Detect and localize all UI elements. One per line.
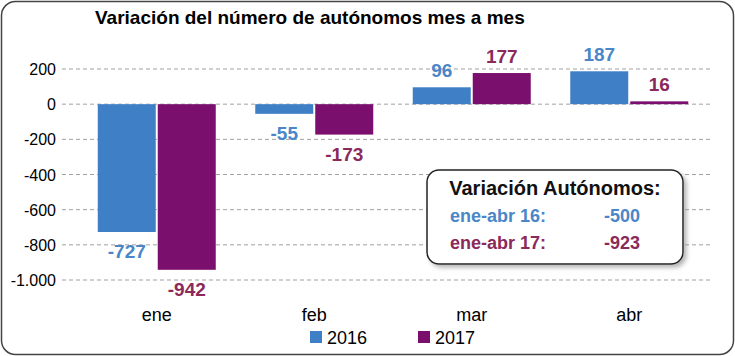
annotation: Variación Autónomos: ene-abr 16: -500 ene-a… (427, 170, 683, 264)
legend: 2016 2017 (310, 328, 475, 348)
data-label: 177 (486, 46, 518, 67)
legend-label: 2017 (435, 328, 475, 348)
grid-line (62, 69, 712, 70)
bar (98, 104, 156, 232)
bar (315, 104, 373, 134)
y-tick-label: 200 (29, 61, 56, 78)
x-tick-label: mar (456, 305, 487, 325)
bar (413, 87, 471, 104)
annotation-box (427, 170, 683, 264)
y-tick-label: -200 (24, 131, 56, 148)
data-label: -942 (168, 279, 206, 300)
grid-line (62, 280, 712, 281)
bar (473, 73, 531, 104)
bars (98, 71, 689, 270)
bar (630, 101, 688, 104)
chart-root: Variación del número de autónomos mes a … (0, 0, 735, 356)
annotation-value: -500 (604, 206, 640, 226)
x-tick-label: abr (616, 305, 642, 325)
bar (255, 104, 313, 114)
data-label: -55 (271, 123, 299, 144)
annotation-label: ene-abr 17: (450, 233, 546, 253)
data-label: 96 (431, 60, 452, 81)
legend-label: 2016 (327, 328, 367, 348)
data-label: 187 (583, 44, 615, 65)
chart: Variación del número de autónomos mes a … (0, 0, 735, 356)
annotation-label: ene-abr 16: (450, 206, 546, 226)
y-tick-label: -600 (24, 202, 56, 219)
y-tick-label: -1.000 (11, 272, 56, 289)
data-label: 16 (649, 74, 670, 95)
y-tick-label: -400 (24, 167, 56, 184)
data-label: -173 (325, 144, 363, 165)
data-label: -727 (108, 241, 146, 262)
y-tick-label: -800 (24, 237, 56, 254)
bar (570, 71, 628, 104)
title: Variación del número de autónomos mes a … (95, 7, 525, 28)
x-tick-label: feb (302, 305, 327, 325)
annotation-title: Variación Autónomos: (449, 177, 661, 199)
bar (158, 104, 216, 270)
annotation-value: -923 (604, 233, 640, 253)
y-tick-label: 0 (47, 96, 56, 113)
legend-swatch (418, 331, 430, 343)
legend-swatch (310, 331, 322, 343)
x-tick-label: ene (142, 305, 172, 325)
chart-border (2, 2, 734, 355)
